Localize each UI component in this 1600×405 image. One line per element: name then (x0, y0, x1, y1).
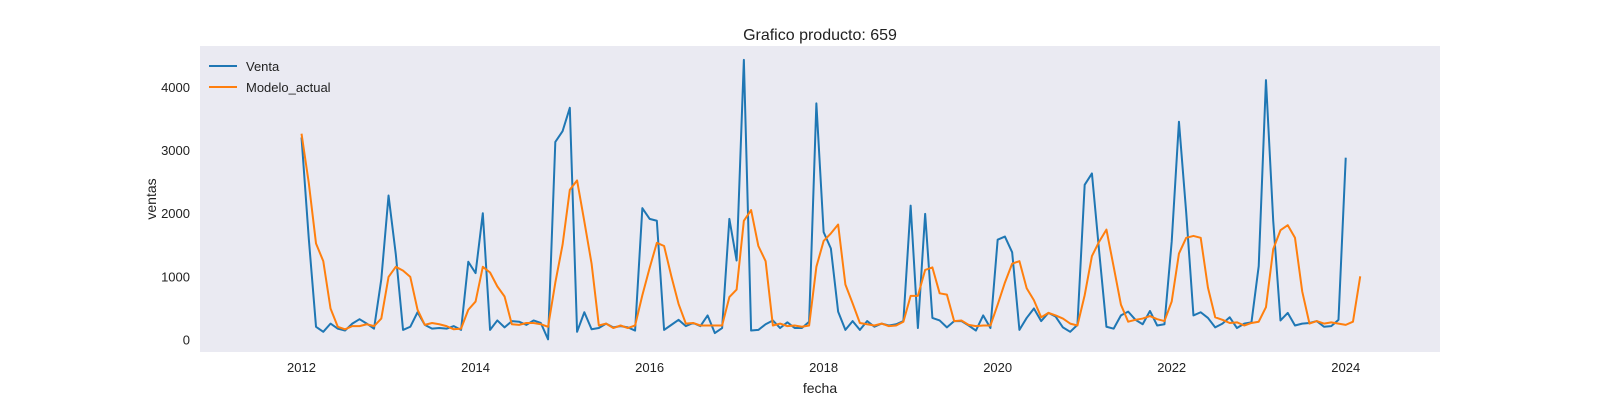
x-tick-label: 2012 (287, 360, 316, 375)
legend-label: Modelo_actual (246, 80, 331, 95)
legend: Venta Modelo_actual (209, 59, 331, 95)
y-axis: 0 1000 2000 3000 4000 (161, 80, 190, 347)
x-axis-label: fecha (803, 380, 837, 396)
x-tick-label: 2020 (983, 360, 1012, 375)
x-tick-label: 2022 (1157, 360, 1186, 375)
series-group (300, 58, 1362, 341)
y-tick-label: 0 (183, 332, 190, 347)
legend-label: Venta (246, 59, 280, 74)
series-line (300, 58, 1347, 341)
x-tick-label: 2018 (809, 360, 838, 375)
y-tick-label: 4000 (161, 80, 190, 95)
x-tick-label: 2024 (1331, 360, 1360, 375)
y-tick-label: 3000 (161, 143, 190, 158)
x-tick-label: 2014 (461, 360, 490, 375)
y-axis-label: ventas (143, 178, 159, 219)
chart-title: Grafico producto: 659 (743, 27, 897, 44)
y-tick-label: 1000 (161, 269, 190, 284)
x-axis: 2012 2014 2016 2018 2020 2022 2024 (287, 360, 1360, 375)
plot-background (200, 46, 1440, 352)
series-line (300, 133, 1362, 331)
x-tick-label: 2016 (635, 360, 664, 375)
y-tick-label: 2000 (161, 206, 190, 221)
